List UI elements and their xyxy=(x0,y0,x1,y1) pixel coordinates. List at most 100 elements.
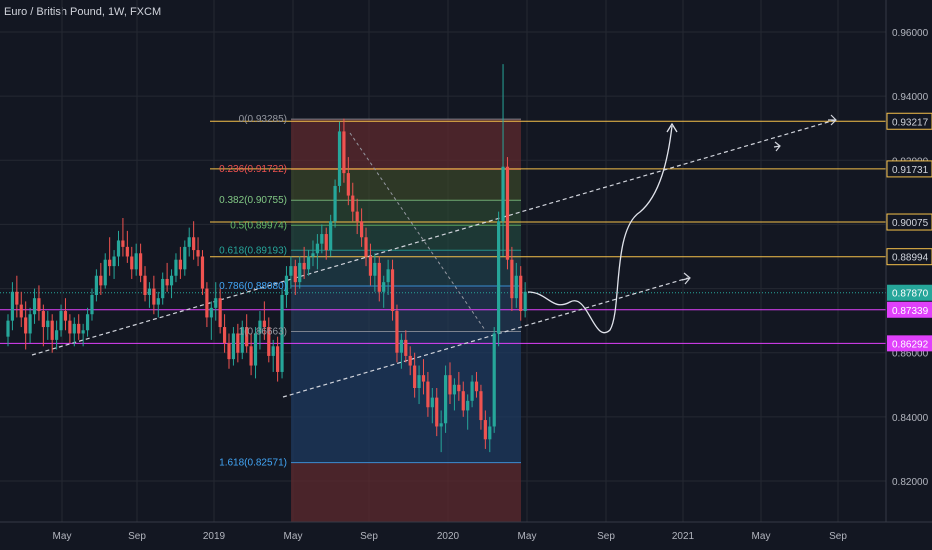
candle-body xyxy=(448,375,452,395)
candle-body xyxy=(143,275,147,295)
candle-body xyxy=(505,166,510,260)
fib-level-label: 1.618(0.82571) xyxy=(219,458,287,469)
candle-body xyxy=(280,294,284,372)
fib-level-label: 0.382(0.90755) xyxy=(219,195,287,206)
candle-body xyxy=(222,327,227,344)
candle-body xyxy=(165,278,169,286)
candle-body xyxy=(41,311,45,328)
candle-body xyxy=(200,256,205,289)
price-tag xyxy=(887,301,932,318)
candle-body xyxy=(218,298,222,328)
candle-body xyxy=(6,320,10,337)
candle-body xyxy=(258,320,262,334)
candle-body xyxy=(245,327,249,347)
candle-body xyxy=(15,291,19,305)
candle-body xyxy=(364,237,368,257)
candle-body xyxy=(108,259,112,267)
price-tick-label: 0.86000 xyxy=(892,349,929,360)
candle-body xyxy=(183,246,187,270)
time-tick-label: 2019 xyxy=(203,531,226,542)
fib-level-label: 0.786(0.88080) xyxy=(219,281,287,292)
chart-title: Euro / British Pound, 1W, FXCM xyxy=(4,6,162,18)
candle-body xyxy=(395,311,399,353)
candle-body xyxy=(205,288,209,318)
time-axis[interactable]: May Sep 2019 May Sep 2020 May Sep 2021 May Sep xyxy=(0,521,932,542)
candle-body xyxy=(408,355,412,366)
price-tag xyxy=(886,213,932,231)
price-tag-label: 0.87870 xyxy=(892,289,929,300)
candle-body xyxy=(214,298,218,308)
candle-body xyxy=(306,256,311,270)
candle-body xyxy=(360,221,364,238)
candle-body xyxy=(28,314,32,334)
candle-body xyxy=(130,256,134,270)
candle-body xyxy=(452,384,457,395)
price-tag-label: 0.87339 xyxy=(892,306,929,317)
candle-body xyxy=(236,333,240,353)
candle-body xyxy=(320,234,324,244)
candle-body xyxy=(311,253,315,257)
price-tick-label: 0.82000 xyxy=(892,477,929,488)
horizontal-levels xyxy=(0,120,886,344)
fib-labels: 0(0.93285) 0.236(0.91722) 0.382(0.90755) 0.… xyxy=(219,114,287,469)
candle-body xyxy=(249,346,253,366)
candle-body xyxy=(492,333,496,427)
time-tick-label: May xyxy=(518,531,537,542)
candle-body xyxy=(192,237,196,251)
candle-body xyxy=(271,346,275,356)
candle-body xyxy=(77,323,81,334)
candle-body xyxy=(125,246,129,257)
time-tick-label: 2020 xyxy=(437,531,460,542)
price-tick-label: 0.84000 xyxy=(892,413,929,424)
candle-body xyxy=(421,375,426,382)
candle-body xyxy=(519,275,523,312)
candle-body xyxy=(302,262,306,270)
candle-body xyxy=(46,320,50,328)
candle-body xyxy=(32,298,37,315)
candle-body xyxy=(399,339,403,353)
candle-body xyxy=(187,237,191,247)
candle-body xyxy=(72,323,76,334)
candle-body xyxy=(10,291,15,321)
fib-level-label: 0.618(0.89193) xyxy=(219,245,287,256)
candle-body xyxy=(284,275,289,295)
candle-body xyxy=(474,381,479,392)
candle-body xyxy=(404,339,408,356)
price-tag xyxy=(886,160,932,178)
candle-body xyxy=(276,346,280,372)
candle-body xyxy=(169,275,174,286)
candle-body xyxy=(90,294,94,315)
fib-diagonal-line xyxy=(349,132,486,331)
candle-body xyxy=(112,256,116,267)
candle-body xyxy=(470,381,474,401)
fib-zones xyxy=(291,118,521,522)
candle-body xyxy=(479,391,483,421)
fib-zone-0-236 xyxy=(291,119,521,170)
candle-body xyxy=(501,166,505,222)
candle-body xyxy=(209,307,213,318)
price-tag xyxy=(887,335,932,352)
candle-body xyxy=(289,266,293,276)
lower-channel-line xyxy=(282,277,689,398)
time-tick-label: Sep xyxy=(597,531,615,542)
candle-body xyxy=(497,221,501,334)
candle-body xyxy=(50,320,54,340)
candle-body xyxy=(315,243,319,254)
trend-channel xyxy=(31,114,837,398)
projection-drawings xyxy=(527,122,678,334)
candle-body xyxy=(355,211,359,222)
candle-body xyxy=(342,131,346,174)
candle-body xyxy=(523,291,527,312)
candle-body xyxy=(267,327,271,356)
candle-body xyxy=(253,333,258,366)
candle-body xyxy=(351,195,355,212)
price-axis[interactable]: 0.960000.940000.920000.900000.880000.860… xyxy=(885,0,932,550)
candle-body xyxy=(68,320,72,334)
candle-body xyxy=(99,275,103,286)
candle-body xyxy=(227,343,231,360)
candle-body xyxy=(37,298,41,312)
candle-body xyxy=(63,311,68,321)
candlesticks xyxy=(6,64,527,453)
candle-body xyxy=(368,256,373,276)
